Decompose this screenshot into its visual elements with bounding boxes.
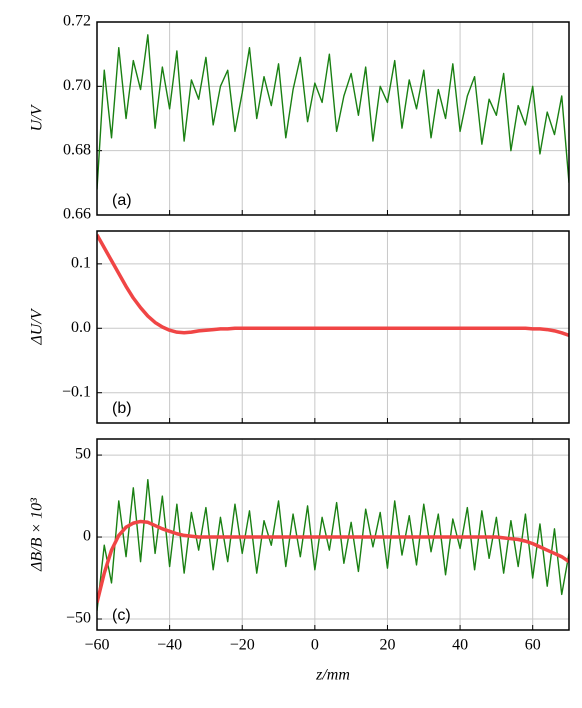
y-tick-label: 50 <box>75 446 91 463</box>
line <box>97 478 569 611</box>
y-tick-label: 0.1 <box>71 255 91 272</box>
y-tick-label: 0.68 <box>63 141 91 158</box>
y-tick-label: 0.72 <box>63 13 91 30</box>
line <box>97 34 569 190</box>
x-tick-label: 40 <box>452 637 468 654</box>
panel-label: (a) <box>112 192 132 209</box>
y-tick-label: −50 <box>66 610 91 627</box>
axes-frame <box>96 230 570 424</box>
axes-frame <box>96 438 570 631</box>
x-tick-label: −60 <box>84 637 109 654</box>
y-tick-label: 0.66 <box>63 206 91 223</box>
x-tick-label: −40 <box>157 637 182 654</box>
line <box>97 519 569 604</box>
x-tick-label: 20 <box>379 637 395 654</box>
axes-frame <box>96 21 570 216</box>
panel-label: (b) <box>112 400 132 417</box>
y-tick-label: 0.70 <box>63 77 91 94</box>
y-tick-label: −0.1 <box>62 383 91 400</box>
y-tick-label: 0.0 <box>71 319 91 336</box>
x-tick-label: 60 <box>525 637 541 654</box>
y-axis-label: U/V <box>29 103 46 131</box>
plot-area <box>97 478 569 611</box>
x-tick-label: 0 <box>311 637 319 654</box>
y-axis-label: ΔU/V <box>29 307 46 345</box>
panel-label: (c) <box>112 607 131 624</box>
line <box>97 234 569 338</box>
y-tick-label: 0 <box>83 528 91 545</box>
plot-area <box>97 234 569 338</box>
y-axis-label: ΔB/B × 10³ <box>29 498 46 572</box>
plot-area <box>97 34 569 190</box>
x-tick-label: −20 <box>230 637 255 654</box>
x-axis-label: z/mm <box>315 667 350 684</box>
